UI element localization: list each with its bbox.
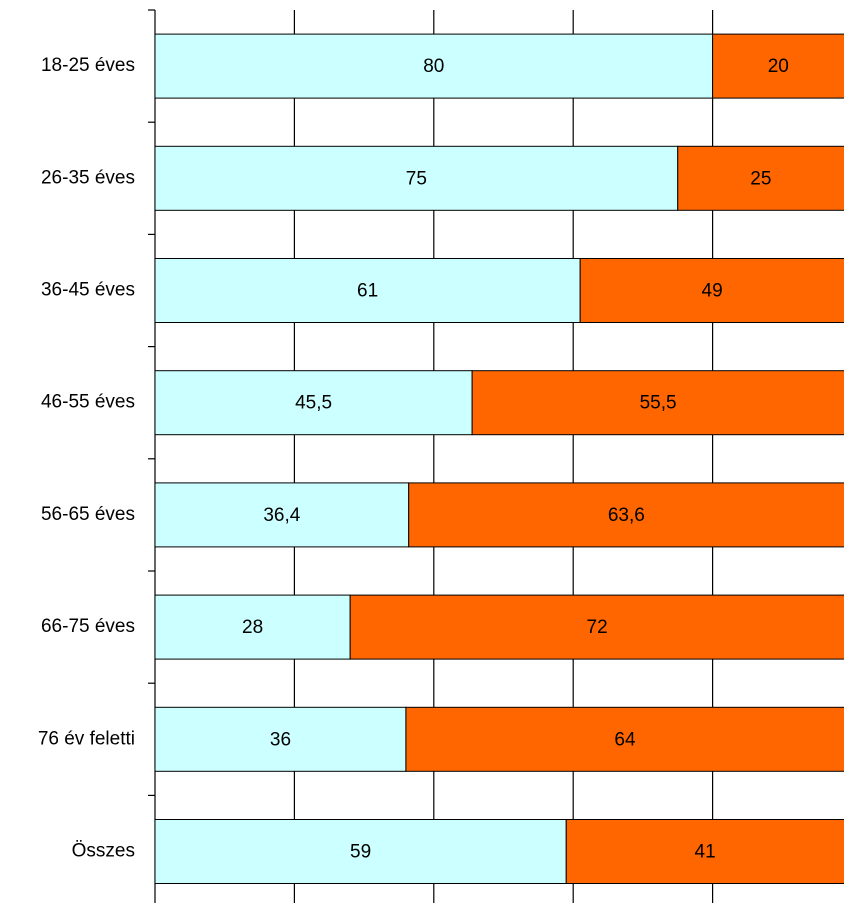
bar-segment (154, 706, 407, 772)
bar-segment (471, 370, 844, 436)
bar-segment (154, 370, 473, 436)
y-tick-label: 36-45 éves (41, 280, 135, 301)
value-label: 55,5 (640, 393, 677, 414)
value-label: 80 (423, 56, 444, 77)
value-label: 59 (350, 842, 371, 863)
bar-segment (154, 482, 410, 548)
bar-segment (154, 145, 679, 211)
y-tick-label: 76 év feletti (38, 728, 135, 749)
value-label: 61 (357, 281, 378, 302)
y-tick-label: 46-55 éves (41, 392, 135, 413)
y-tick-label: Összes (72, 841, 135, 862)
value-label: 64 (614, 729, 636, 750)
y-tick-label: 66-75 éves (41, 616, 135, 637)
y-tick-label: 26-35 éves (41, 167, 135, 188)
bar-segment (154, 594, 351, 660)
bar-segment (154, 33, 714, 99)
value-label: 36,4 (263, 505, 300, 526)
value-label: 63,6 (608, 505, 645, 526)
y-tick-label: 56-65 éves (41, 504, 135, 525)
bar-segment (712, 33, 844, 99)
value-label: 75 (406, 168, 427, 189)
y-tick-label: 18-25 éves (41, 55, 135, 76)
value-label: 36 (270, 729, 291, 750)
value-label: 72 (587, 617, 608, 638)
value-label: 20 (768, 56, 789, 77)
bar-segment (565, 819, 844, 884)
value-label: 45,5 (295, 393, 332, 414)
bar-segment (154, 258, 581, 323)
bar-segment (349, 594, 844, 660)
bar-segment (154, 819, 567, 884)
value-label: 49 (702, 281, 723, 302)
bar-segment (677, 145, 844, 211)
bar-segment (405, 706, 844, 772)
value-label: 28 (242, 617, 263, 638)
bar-segment (408, 482, 844, 548)
value-label: 25 (750, 168, 771, 189)
value-label: 41 (695, 842, 716, 863)
bar-segment (579, 258, 844, 323)
